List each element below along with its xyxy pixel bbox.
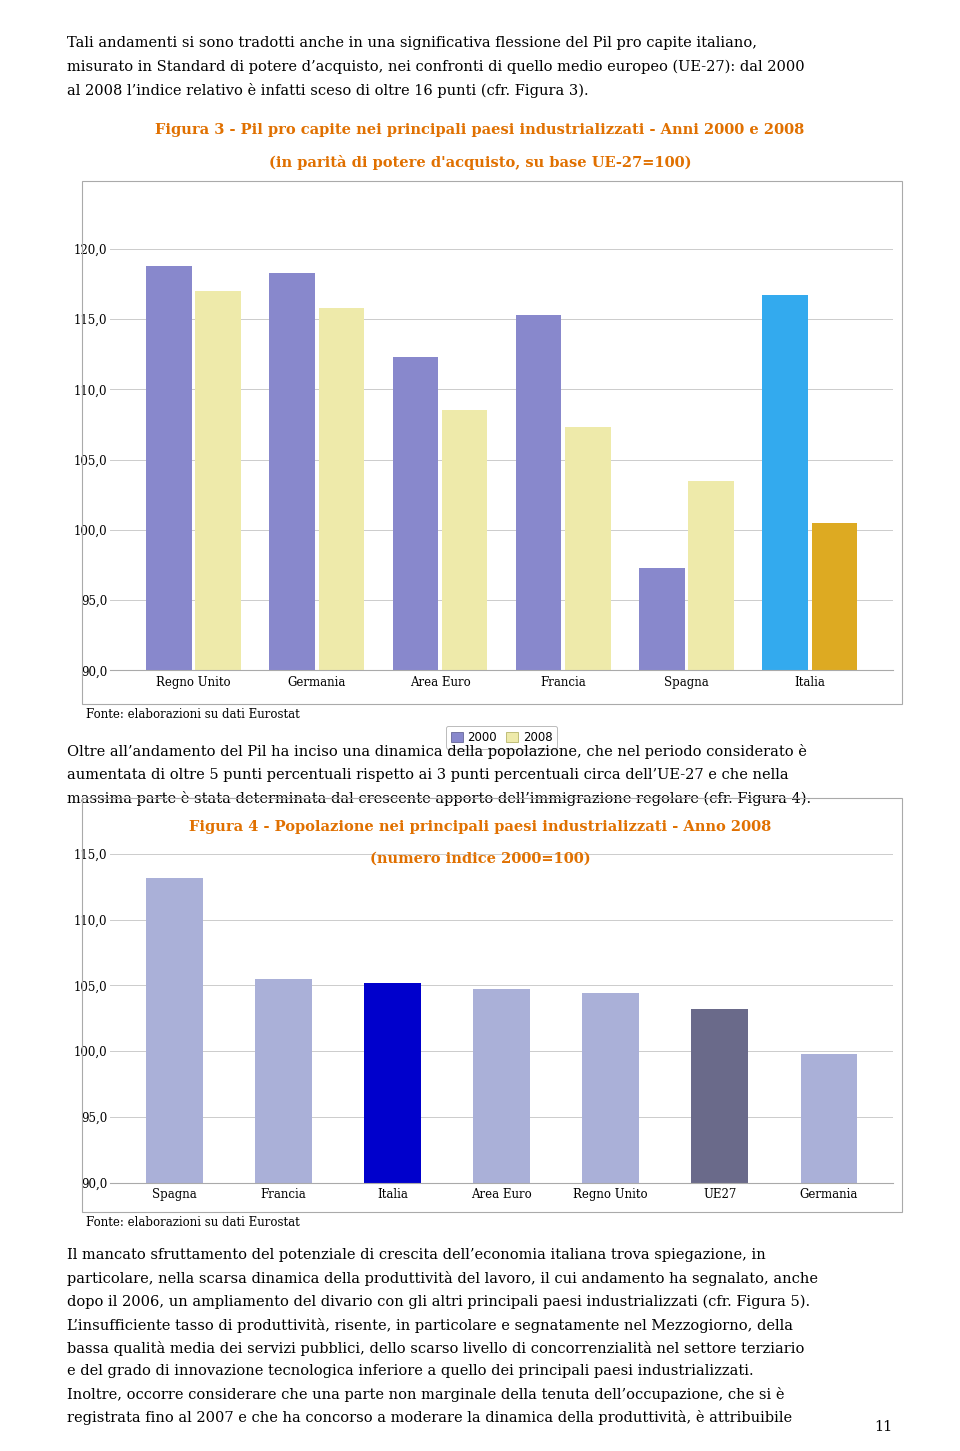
Text: Il mancato sfruttamento del potenziale di crescita dell’economia italiana trova : Il mancato sfruttamento del potenziale d… — [67, 1248, 766, 1262]
Text: 11: 11 — [875, 1419, 893, 1434]
Text: (numero indice 2000=100): (numero indice 2000=100) — [370, 852, 590, 866]
Text: Inoltre, occorre considerare che una parte non marginale della tenuta dell’occup: Inoltre, occorre considerare che una par… — [67, 1387, 784, 1402]
Text: Oltre all’andamento del Pil ha inciso una dinamica della popolazione, che nel pe: Oltre all’andamento del Pil ha inciso un… — [67, 744, 807, 759]
Bar — [442, 411, 488, 1451]
Bar — [801, 1053, 857, 1451]
Text: registrata fino al 2007 e che ha concorso a moderare la dinamica della produttiv: registrata fino al 2007 e che ha concors… — [67, 1410, 792, 1425]
Bar — [473, 990, 530, 1451]
Text: massima parte è stata determinata dal crescente apporto dell’immigrazione regola: massima parte è stata determinata dal cr… — [67, 791, 811, 805]
Text: dopo il 2006, un ampliamento del divario con gli altri principali paesi industri: dopo il 2006, un ampliamento del divario… — [67, 1294, 810, 1309]
Text: Fonte: elaborazioni su dati Eurostat: Fonte: elaborazioni su dati Eurostat — [86, 708, 300, 721]
Bar — [146, 266, 192, 1451]
Bar — [762, 295, 808, 1451]
Bar — [319, 308, 364, 1451]
Text: (in parità di potere d'acquisto, su base UE-27=100): (in parità di potere d'acquisto, su base… — [269, 155, 691, 170]
Bar — [691, 1008, 748, 1451]
Text: particolare, nella scarsa dinamica della produttività del lavoro, il cui andamen: particolare, nella scarsa dinamica della… — [67, 1271, 818, 1286]
Bar — [146, 878, 203, 1451]
Bar — [565, 427, 611, 1451]
Text: al 2008 l’indice relativo è infatti sceso di oltre 16 punti (cfr. Figura 3).: al 2008 l’indice relativo è infatti sces… — [67, 83, 588, 97]
Bar — [639, 567, 684, 1451]
Text: Tali andamenti si sono tradotti anche in una significativa flessione del Pil pro: Tali andamenti si sono tradotti anche in… — [67, 36, 757, 51]
Text: aumentata di oltre 5 punti percentuali rispetto ai 3 punti percentuali circa del: aumentata di oltre 5 punti percentuali r… — [67, 768, 789, 782]
Bar — [364, 982, 420, 1451]
Bar — [269, 273, 315, 1451]
Text: e del grado di innovazione tecnologica inferiore a quello dei principali paesi i: e del grado di innovazione tecnologica i… — [67, 1364, 754, 1378]
Bar — [516, 315, 562, 1451]
Text: misurato in Standard di potere d’acquisto, nei confronti di quello medio europeo: misurato in Standard di potere d’acquist… — [67, 59, 804, 74]
Text: Fonte: elaborazioni su dati Eurostat: Fonte: elaborazioni su dati Eurostat — [86, 1216, 300, 1229]
Bar — [195, 292, 241, 1451]
Bar — [811, 522, 857, 1451]
Bar — [393, 357, 438, 1451]
Bar — [255, 979, 312, 1451]
Text: L’insufficiente tasso di produttività, risente, in particolare e segnatamente ne: L’insufficiente tasso di produttività, r… — [67, 1318, 793, 1332]
Text: Figura 4 - Popolazione nei principali paesi industrializzati - Anno 2008: Figura 4 - Popolazione nei principali pa… — [189, 820, 771, 834]
Legend: 2000, 2008: 2000, 2008 — [446, 726, 557, 749]
Bar — [688, 480, 734, 1451]
Text: bassa qualità media dei servizi pubblici, dello scarso livello di concorrenziali: bassa qualità media dei servizi pubblici… — [67, 1341, 804, 1355]
Text: Figura 3 - Pil pro capite nei principali paesi industrializzati - Anni 2000 e 20: Figura 3 - Pil pro capite nei principali… — [156, 123, 804, 138]
Bar — [583, 994, 639, 1451]
